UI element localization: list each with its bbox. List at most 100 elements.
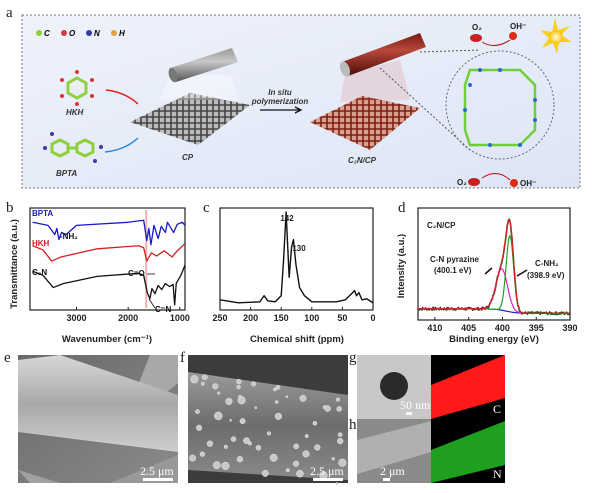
nanoparticle <box>296 469 304 478</box>
x-tick-label-c: 100 <box>304 313 319 323</box>
x-tick-label-d: 405 <box>461 323 476 333</box>
envelope-line <box>418 218 570 314</box>
nanoparticle <box>199 451 206 457</box>
nanoparticle <box>273 387 277 392</box>
map-label-n: N <box>493 467 502 481</box>
nanoparticle <box>239 418 246 425</box>
plot-frame-c <box>219 207 374 311</box>
red-arrow-icon <box>105 89 139 105</box>
x-tick-label-c: 200 <box>243 313 258 323</box>
nanoparticle <box>337 437 344 445</box>
legend-h: H <box>119 29 125 38</box>
annotation-arrow-icon <box>516 269 528 277</box>
c2n-cp-mesh <box>310 96 420 150</box>
nanoparticle <box>261 469 269 477</box>
y-axis-label-b: Transmittance (a.u.) <box>9 219 20 309</box>
scale-bar-f <box>313 478 343 481</box>
x-axis-label-b: Wavenumber (cm⁻¹) <box>62 334 152 345</box>
elemental-map-c <box>431 355 505 419</box>
reaction-arrow-icon <box>260 106 303 114</box>
curved-arrow-icon <box>481 173 511 181</box>
scale-bar-h <box>383 478 390 481</box>
nanoparticle <box>212 383 219 390</box>
nanoparticle <box>314 444 321 451</box>
nanoparticle <box>269 453 278 462</box>
sem-image-h <box>357 419 431 483</box>
scale-bar-g <box>406 412 412 415</box>
nanoparticle <box>196 424 203 431</box>
sem-image-e <box>18 355 178 483</box>
carbon-atom-icon <box>36 30 42 36</box>
x-tick-label-b: 1000 <box>170 313 190 323</box>
nanoparticle <box>221 461 230 470</box>
panel-label-f: f <box>180 350 185 366</box>
x-axis-label-d: Binding energy (eV) <box>449 334 539 345</box>
nanoparticle <box>251 381 257 387</box>
nanoparticle <box>238 394 243 399</box>
hkh-molecule-icon <box>60 70 94 106</box>
series-line-bpta <box>32 219 186 246</box>
scale-bar-label-g: 50 nm <box>400 398 431 412</box>
legend-o: O <box>69 29 76 38</box>
x-tick-label-c: 50 <box>337 313 347 323</box>
panel-label-c: c <box>203 200 210 216</box>
red-glow <box>340 60 410 102</box>
nanoparticle <box>236 384 241 390</box>
legend-n: N <box>94 29 100 38</box>
legend-c: C <box>44 29 50 38</box>
xps-sample-label: C₂N/CP <box>427 221 456 230</box>
nanoparticle <box>266 431 272 436</box>
label-cn-pyrazine: C-N pyrazine <box>430 255 479 264</box>
nanoparticle <box>212 461 221 470</box>
o2-label-top: O₂ <box>472 23 482 32</box>
legend-c2n: C₂N <box>32 268 47 277</box>
nanoparticle <box>230 436 237 442</box>
oh-ion-top-icon <box>509 32 517 40</box>
annotation-arrow-icon <box>484 267 493 275</box>
nanoparticle <box>299 394 307 402</box>
nanoparticle <box>274 412 282 420</box>
nanoparticle <box>324 405 331 412</box>
nanoparticle <box>285 395 289 398</box>
annotation-co: C=O <box>128 269 145 278</box>
x-tick-label-c: 250 <box>212 313 227 323</box>
scale-bar-e <box>143 478 173 481</box>
ir-spectrum-plot: 3000 2000 1000 <box>29 207 190 323</box>
label-c-nh2-energy: (398.9 eV) <box>527 271 565 280</box>
carbon-paper-mesh <box>130 93 250 145</box>
x-tick-label-c: 0 <box>370 313 375 323</box>
oh-label-bottom: OH⁻ <box>520 179 536 188</box>
annotation-nh2: -NH₂ <box>60 232 78 241</box>
panel-label-d: d <box>398 200 406 216</box>
peak-label-130: 130 <box>292 244 306 253</box>
nmr-spectrum-line <box>219 211 374 304</box>
oh-ion-bottom-icon <box>510 179 518 187</box>
bpta-label: BPTA <box>56 169 77 178</box>
blue-arrow-icon <box>104 137 139 153</box>
sem-image-f <box>188 355 348 486</box>
nanoparticle <box>312 421 318 426</box>
x-tick-label-d: 395 <box>529 323 544 333</box>
nanoparticle <box>255 445 262 451</box>
annotation-arrow-icon <box>148 298 156 309</box>
nanoparticle <box>223 444 228 449</box>
nanoparticle <box>335 482 339 486</box>
c2n-coated-fiber-cylinder <box>339 33 426 77</box>
nanoparticle <box>206 440 214 447</box>
nanoparticle <box>217 391 221 395</box>
nanoparticle <box>275 384 281 390</box>
nanoparticle <box>225 397 233 405</box>
plot-frame-d <box>417 207 571 321</box>
nmr-spectrum-plot: 250 200 150 100 50 0 <box>212 207 376 323</box>
panel-label-b: b <box>6 200 14 216</box>
panel-label-e: e <box>4 350 11 366</box>
elemental-map-n <box>431 419 505 483</box>
nanoparticle <box>331 457 335 461</box>
nanoparticle <box>338 458 347 467</box>
oxygen-atom-icon <box>61 30 67 36</box>
c2n-cp-label: C₂N/CP <box>348 156 377 165</box>
map-label-c: C <box>493 402 501 416</box>
x-tick-label-b: 2000 <box>118 313 138 323</box>
series-line-c₂n <box>32 264 186 306</box>
